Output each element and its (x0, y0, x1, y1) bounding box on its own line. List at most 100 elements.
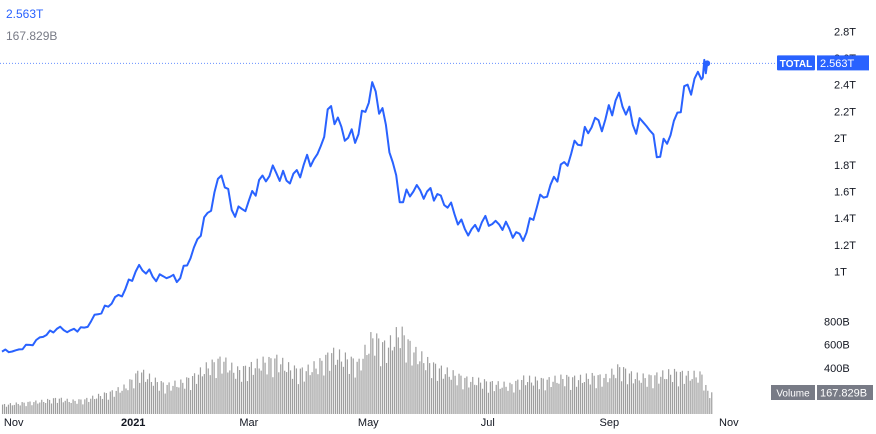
volume-bar (560, 374, 562, 414)
volume-bar (511, 384, 513, 414)
volume-bar (542, 378, 544, 414)
volume-bar (56, 402, 59, 414)
volume-bar (111, 390, 113, 414)
volume-bar (621, 381, 623, 414)
volume-bar (125, 388, 127, 414)
volume-bar (638, 380, 640, 414)
volume-bar (464, 377, 466, 414)
volume-bar (336, 359, 339, 414)
volume-bar (360, 370, 362, 414)
volume-name-tag (771, 385, 815, 400)
volume-bar (370, 332, 372, 414)
volume-bar (489, 381, 491, 414)
volume-bar (68, 401, 70, 414)
volume-bar (154, 377, 156, 414)
volume-bar (13, 404, 15, 414)
volume-bar (197, 374, 200, 414)
volume-bar (403, 335, 405, 414)
volume-bar (389, 335, 392, 414)
volume-bar (401, 326, 403, 414)
time-tick-label: Nov (719, 417, 739, 429)
volume-bar (382, 342, 384, 414)
volume-bar (127, 390, 129, 414)
volume-bar (648, 374, 650, 414)
volume-bar (201, 376, 203, 414)
time-tick-label: May (358, 417, 379, 429)
volume-tick-label: 800B (824, 317, 850, 329)
series-name-tag (777, 55, 815, 71)
volume-bar (168, 382, 170, 414)
last-value-tag (817, 55, 869, 71)
volume-bar (550, 387, 552, 414)
volume-bar (421, 351, 423, 414)
volume-bar (705, 384, 707, 414)
volume-bar (82, 404, 84, 414)
volume-bar (254, 368, 256, 414)
volume-bar (399, 348, 401, 414)
volume-bar (160, 381, 162, 414)
volume-bar (305, 371, 307, 414)
volume-bar (311, 372, 313, 414)
volume-bar (33, 402, 35, 414)
volume-bar (274, 358, 276, 414)
volume-bar (335, 364, 337, 414)
volume-bar (474, 384, 476, 414)
volume-bar (164, 393, 166, 414)
volume-bar (483, 379, 486, 414)
volume-bar (505, 386, 507, 414)
volume-value-tag (817, 385, 873, 400)
last-point-marker (704, 60, 711, 67)
volume-bar (442, 378, 444, 414)
volume-bar (158, 390, 160, 414)
volume-bar (235, 378, 237, 414)
volume-bar (94, 399, 96, 414)
volume-bar (540, 377, 542, 414)
volume-bar (577, 380, 580, 414)
volume-bar (487, 392, 490, 414)
volume-bar (452, 370, 454, 414)
volume-bar (613, 374, 615, 414)
volume-bar (107, 399, 109, 414)
volume-bar (184, 388, 186, 414)
volume-bar (327, 352, 329, 414)
volume-bar (468, 387, 470, 414)
volume-bar (178, 387, 180, 414)
volume-bar (152, 385, 155, 414)
volume-bar (525, 385, 527, 414)
volume-bar (558, 383, 560, 414)
volume-bar (50, 403, 53, 414)
volume-bar (109, 391, 111, 414)
volume-bar (280, 364, 282, 414)
volume-bar (299, 368, 301, 414)
volume-bar (566, 374, 568, 414)
price-axis[interactable]: 1T1.2T1.4T1.6T1.8T2T2.2T2.4T2.6T2.8T200B… (824, 26, 856, 398)
volume-bar (191, 376, 194, 414)
volume-bar (513, 392, 515, 414)
price-tick-label: 1.8T (834, 160, 856, 172)
volume-bar (636, 372, 638, 414)
volume-bar (143, 369, 145, 414)
volume-bar (97, 393, 100, 414)
volume-bar (538, 389, 540, 414)
volume-bar (344, 352, 346, 414)
volume-bar (325, 354, 327, 414)
volume-bar (272, 377, 274, 414)
volume-bar (1, 404, 4, 414)
volume-bar (407, 339, 409, 414)
volume-bar (319, 358, 321, 414)
volume-bar (689, 380, 691, 414)
volume-bar (215, 378, 217, 414)
time-axis[interactable]: Nov 2021 Mar May Jul Sep Nov (4, 417, 739, 429)
volume-bar (150, 381, 153, 414)
volume-bar (256, 358, 258, 414)
volume-bar (348, 373, 350, 414)
volume-bar (239, 370, 241, 414)
volume-bar (29, 401, 31, 414)
volume-bar (219, 356, 221, 414)
volume-bar (460, 375, 462, 414)
volume-bar (35, 400, 37, 414)
volume-bar (378, 338, 380, 414)
volume-bars (1, 326, 713, 414)
volume-bar (258, 368, 260, 414)
